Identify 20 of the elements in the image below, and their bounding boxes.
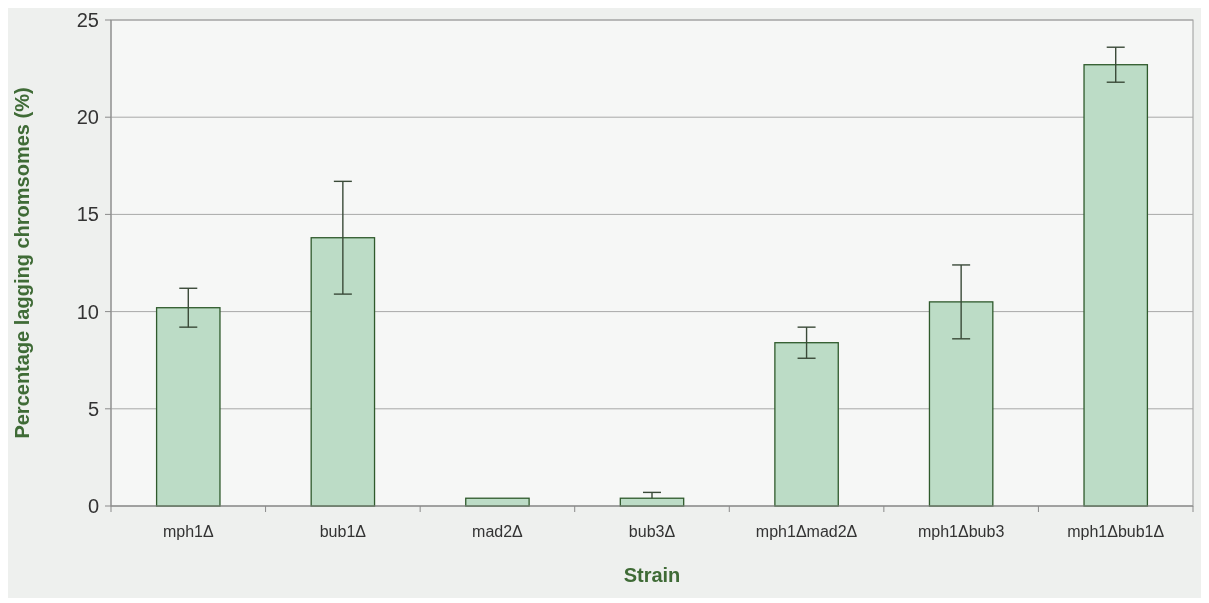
x-tick-label: mph1Δ (162, 523, 214, 540)
x-tick-label: mph1Δbub3 (917, 523, 1005, 540)
bar (310, 237, 376, 507)
bar (155, 307, 221, 507)
x-tick-label: mad2Δ (472, 523, 524, 540)
bar (1083, 64, 1149, 507)
x-tick-label: bub1Δ (319, 523, 367, 540)
y-tick-label: 15 (76, 203, 99, 226)
x-tick-label: mph1Δbub1Δ (1067, 523, 1165, 540)
y-tick-label: 0 (87, 495, 99, 517)
y-tick-label: 10 (76, 300, 99, 323)
x-axis-title: Strain (623, 564, 681, 586)
y-tick-label: 25 (76, 9, 99, 31)
y-tick-label: 5 (87, 397, 99, 420)
y-tick-label: 20 (76, 106, 99, 129)
bar (928, 301, 994, 507)
x-tick-label: bub3Δ (628, 523, 676, 540)
y-axis-title: Percentage lagging chromsomes (%) (11, 87, 33, 439)
x-tick-label: mph1Δmad2Δ (755, 523, 858, 540)
bar (774, 342, 839, 507)
